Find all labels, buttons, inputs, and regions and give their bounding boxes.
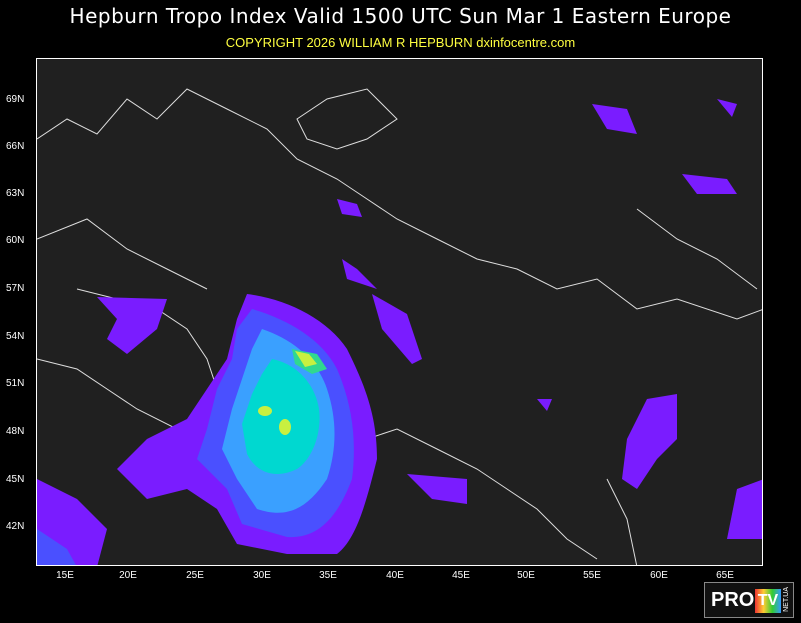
lat-label: 57N bbox=[6, 283, 25, 294]
lat-label: 63N bbox=[6, 188, 25, 199]
country-outlines bbox=[37, 88, 762, 565]
lon-label: 20E bbox=[119, 570, 137, 581]
lat-label: 60N bbox=[6, 235, 25, 246]
lon-label: 15E bbox=[56, 570, 74, 581]
lon-label: 45E bbox=[452, 570, 470, 581]
protv-logo: PRO TV NET.UA bbox=[704, 582, 794, 618]
lat-label: 48N bbox=[6, 426, 25, 437]
copyright-line: COPYRIGHT 2026 WILLIAM R HEPBURN dxinfoc… bbox=[225, 35, 576, 50]
lat-label: 66N bbox=[6, 141, 25, 152]
map-title: Hepburn Tropo Index Valid 1500 UTC Sun M… bbox=[69, 4, 732, 28]
lon-label: 60E bbox=[650, 570, 668, 581]
logo-net: NET.UA bbox=[783, 587, 790, 612]
lon-label: 40E bbox=[386, 570, 404, 581]
lon-label: 30E bbox=[253, 570, 271, 581]
lon-label: 65E bbox=[716, 570, 734, 581]
logo-pro: PRO bbox=[711, 589, 755, 611]
lat-label: 42N bbox=[6, 521, 25, 532]
tropo-contours bbox=[37, 99, 762, 565]
tropo-map bbox=[36, 58, 763, 566]
lon-label: 35E bbox=[319, 570, 337, 581]
lat-label: 51N bbox=[6, 378, 25, 389]
lon-label: 25E bbox=[186, 570, 204, 581]
lat-label: 45N bbox=[6, 474, 25, 485]
lon-label: 55E bbox=[583, 570, 601, 581]
tropo-overlay bbox=[37, 88, 762, 565]
lat-label: 54N bbox=[6, 331, 25, 342]
logo-tv: TV bbox=[755, 589, 781, 613]
lat-label: 69N bbox=[6, 94, 25, 105]
lon-label: 50E bbox=[517, 570, 535, 581]
